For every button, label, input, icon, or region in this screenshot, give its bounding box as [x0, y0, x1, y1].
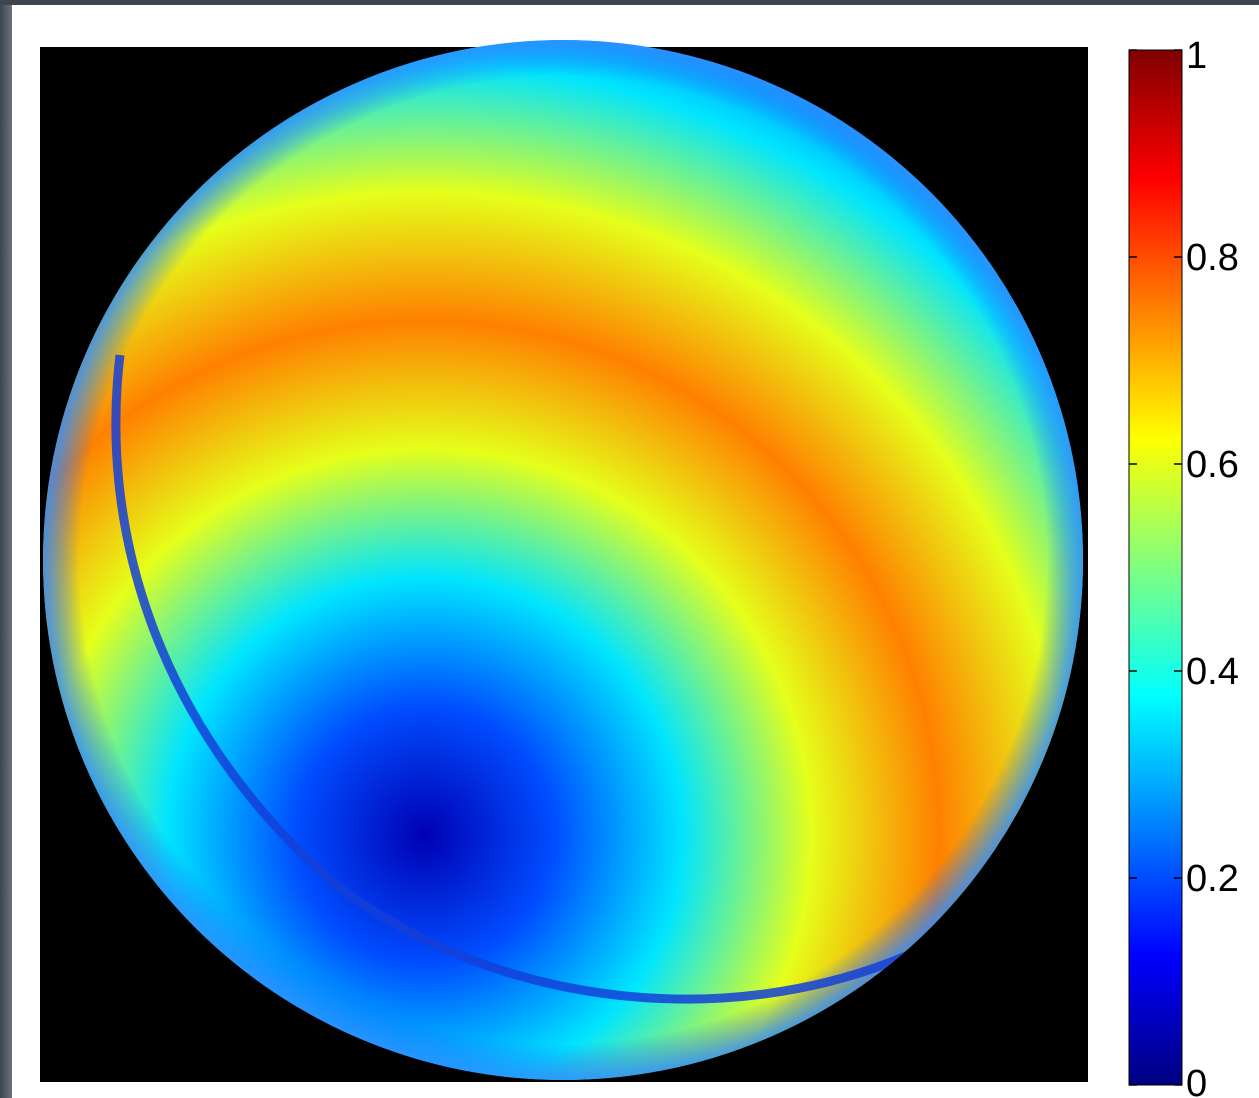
circular-field — [43, 40, 1083, 1080]
colorbar-tick-label: 1 — [1186, 35, 1207, 77]
colorbar-gradient — [1128, 49, 1183, 1086]
arc-artifact — [111, 354, 922, 1004]
colorbar: 0 0.2 0.4 0.6 0.8 1 — [1128, 35, 1239, 1098]
colorbar-tick-label: 0.4 — [1186, 651, 1239, 693]
field-rim — [43, 40, 1083, 1080]
colorbar-tick-label: 0 — [1186, 1063, 1207, 1098]
window-frame-top — [0, 0, 1259, 5]
colorbar-tick-label: 0.8 — [1186, 237, 1239, 279]
colorbar-tick-label: 0.2 — [1186, 858, 1239, 900]
window-frame-left — [0, 0, 12, 1098]
colorbar-tick-label: 0.6 — [1186, 444, 1239, 486]
